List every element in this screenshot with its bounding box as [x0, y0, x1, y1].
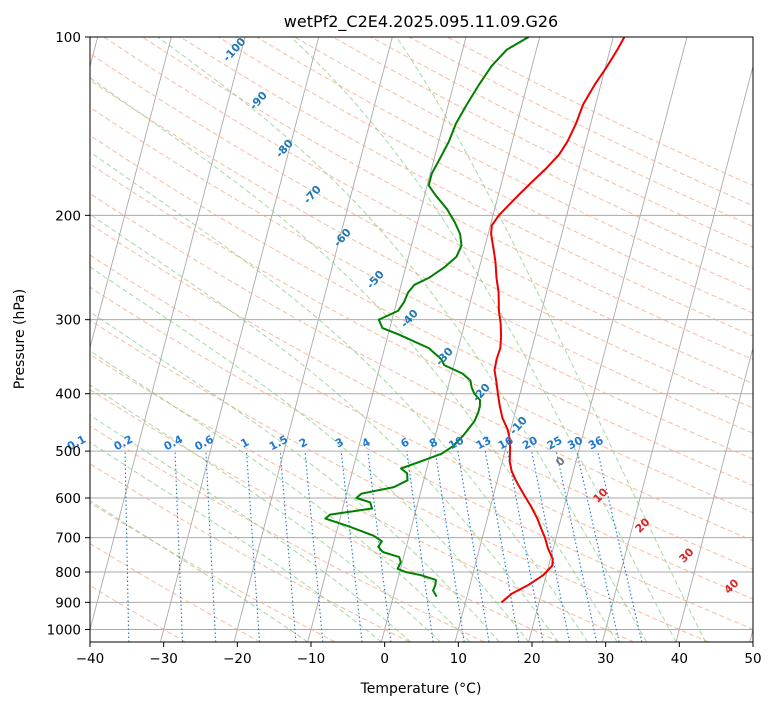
mixing-ratio-line — [597, 450, 643, 642]
y-tick-label: 700 — [55, 531, 81, 547]
isotherm-line — [90, 37, 172, 350]
dry-adiabat — [90, 389, 560, 642]
x-tick-label: −20 — [223, 651, 252, 667]
mixing-ratio-line — [555, 450, 598, 642]
moist-adiabat — [90, 350, 471, 642]
chart-title: wetPf2_C2E4.2025.095.11.09.G26 — [284, 12, 558, 32]
dry-adiabat — [90, 163, 753, 514]
moist-adiabat — [90, 311, 500, 642]
mixing-ratio-line — [434, 451, 465, 642]
y-tick-label: 300 — [55, 313, 81, 329]
isotherm-line — [528, 37, 688, 642]
isotherm-line — [233, 37, 393, 642]
dry-adiabat — [90, 502, 336, 642]
mixing-ratio-label: 25 — [545, 434, 565, 453]
moist-adiabat — [90, 384, 441, 642]
moist-adiabat — [90, 414, 412, 642]
moist-adiabat — [90, 77, 618, 642]
mixing-ratio-line — [406, 451, 434, 642]
dry-adiabat — [90, 52, 753, 409]
dewpoint-profile-line — [324, 37, 530, 598]
dry-adiabat — [103, 37, 753, 385]
y-tick-label: 200 — [55, 208, 81, 224]
isotherm-line — [454, 37, 614, 642]
isotherm-line — [675, 346, 753, 642]
mixing-ratio-label: 20 — [520, 434, 540, 453]
moist-adiabat — [90, 213, 559, 642]
temperature-profile-line — [490, 37, 626, 604]
moist-adiabat — [90, 266, 530, 642]
isotherm-line — [380, 37, 541, 642]
dry-adiabat — [141, 37, 753, 361]
mixing-ratio-line — [531, 450, 571, 642]
mixing-ratio-line — [340, 451, 363, 642]
mixing-ratio-label: 30 — [565, 434, 585, 453]
mixing-ratio-line — [457, 451, 490, 642]
dry-adiabat — [90, 223, 753, 570]
moist-adiabat — [90, 441, 382, 642]
mixing-ratio-line — [576, 450, 620, 642]
mixing-ratio-label: 16 — [496, 434, 516, 453]
y-tick-label: 600 — [55, 491, 81, 507]
y-tick-label: 500 — [55, 444, 81, 460]
series-layer — [324, 37, 626, 604]
x-tick-label: 20 — [523, 651, 540, 667]
mixing-ratio-label: 10 — [446, 434, 466, 453]
y-tick-label: 100 — [55, 30, 81, 46]
background-lines — [90, 37, 753, 642]
moist-adiabat — [90, 500, 308, 642]
moist-adiabat — [90, 151, 589, 642]
mixing-ratio-line — [484, 451, 520, 642]
dry-adiabat — [90, 79, 753, 434]
plot-background — [90, 37, 753, 642]
mixing-ratio-label: 36 — [586, 434, 606, 453]
y-tick-label: 1000 — [47, 622, 81, 638]
y-tick-label: 800 — [55, 565, 81, 581]
y-axis-label: Pressure (hPa) — [12, 289, 28, 389]
isotherm-line — [90, 37, 246, 632]
mixing-ratio-label: 13 — [474, 434, 494, 453]
x-tick-label: −30 — [149, 651, 178, 667]
x-tick-label: 10 — [450, 651, 467, 667]
isotherm-line — [749, 627, 753, 642]
dry-adiabat — [90, 254, 753, 600]
isotherm-line — [159, 37, 320, 642]
dry-adiabat — [90, 192, 753, 542]
isotherm-line — [307, 37, 467, 642]
axis-layer: −40 −30 −20 −10 0 10 20 30 40 50 100 200 300 400 500 60… — [47, 30, 762, 667]
plot-frame — [89, 36, 754, 643]
y-tick-label: 900 — [55, 595, 81, 611]
x-tick-label: 30 — [597, 651, 614, 667]
x-tick-label: 0 — [380, 651, 389, 667]
dry-adiabat — [90, 286, 753, 630]
dry-adiabat — [90, 353, 634, 642]
dry-adiabat — [90, 425, 485, 642]
moist-adiabat — [290, 37, 677, 642]
x-tick-label: −10 — [297, 651, 326, 667]
dry-adiabat — [90, 319, 709, 642]
dry-adiabat — [90, 584, 186, 642]
x-axis-label: Temperature (°C) — [360, 681, 482, 697]
y-tick-label: 400 — [55, 387, 81, 403]
isotherm-line — [601, 64, 753, 642]
x-tick-label: 50 — [744, 651, 761, 667]
x-tick-label: −40 — [76, 651, 105, 667]
mixing-ratio-line — [506, 451, 544, 642]
moist-adiabat — [395, 37, 706, 642]
x-tick-label: 40 — [671, 651, 688, 667]
dry-adiabat — [90, 106, 753, 460]
